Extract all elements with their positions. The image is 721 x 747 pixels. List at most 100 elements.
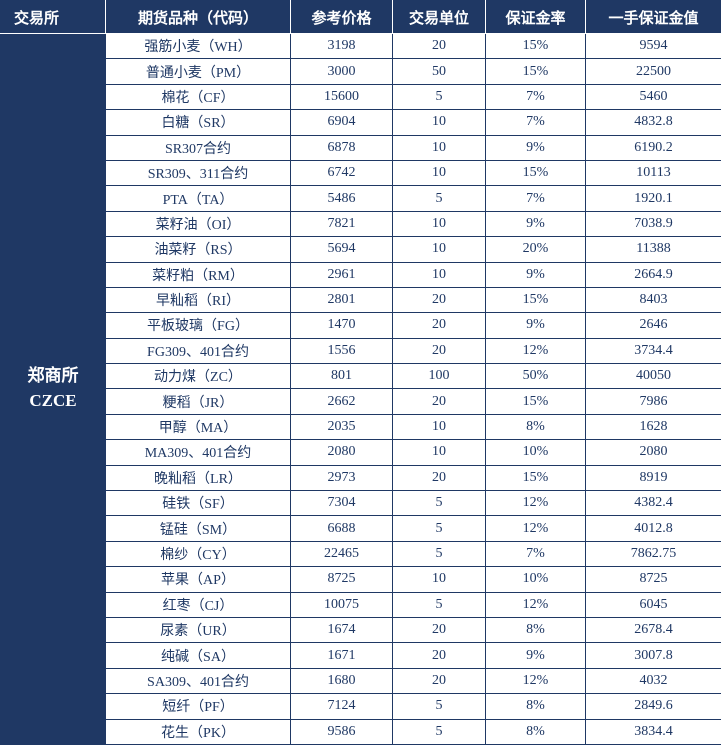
cell-product: 苹果（AP） [105, 566, 291, 593]
cell-price: 6742 [290, 159, 393, 187]
table-row: 棉纱（CY） 22465 5 7% 7862.75 [1, 540, 721, 568]
cell-margin-rate: 8% [485, 616, 586, 644]
cell-margin-rate: 7% [485, 83, 586, 111]
cell-margin-rate: 12% [485, 490, 586, 517]
cell-price: 8725 [290, 566, 393, 593]
cell-product: 菜籽油（OI） [105, 210, 291, 238]
cell-price: 801 [290, 363, 393, 390]
cell-product: SR309、311合约 [105, 159, 291, 187]
cell-margin-value: 22500 [585, 58, 721, 85]
cell-product: 花生（PK） [105, 718, 291, 745]
cell-unit: 5 [392, 540, 486, 568]
cell-product: 短纤（PF） [105, 693, 291, 720]
cell-margin-value: 40050 [585, 363, 721, 390]
cell-product: 甲醇（MA） [105, 413, 291, 441]
cell-price: 9586 [290, 718, 393, 745]
table-row: PTA（TA） 5486 5 7% 1920.1 [1, 185, 721, 212]
cell-product: 普通小麦（PM） [105, 58, 291, 85]
exchange-name: 郑商所 [27, 366, 79, 386]
cell-margin-rate: 7% [485, 185, 586, 212]
cell-margin-rate: 15% [485, 159, 586, 187]
cell-unit: 20 [392, 667, 486, 695]
table-row: FG309、401合约 1556 20 12% 3734.4 [1, 337, 721, 365]
column-header-exchange: 交易所 [0, 0, 106, 34]
cell-product: 早籼稻（RI） [105, 286, 291, 314]
cell-product: 红枣（CJ） [105, 591, 291, 618]
cell-price: 3000 [290, 58, 393, 85]
cell-margin-rate: 12% [485, 337, 586, 365]
cell-price: 7124 [290, 693, 393, 720]
cell-product: 棉纱（CY） [105, 540, 291, 568]
cell-product: 强筋小麦（WH） [105, 32, 291, 60]
cell-margin-value: 5460 [585, 83, 721, 111]
column-header-unit: 交易单位 [392, 0, 486, 34]
cell-unit: 10 [392, 566, 486, 593]
table-row: 锰硅（SM） 6688 5 12% 4012.8 [1, 515, 721, 542]
table-row: 动力煤（ZC） 801 100 50% 40050 [1, 363, 721, 390]
cell-margin-rate: 15% [485, 32, 586, 60]
cell-margin-value: 6190.2 [585, 134, 721, 161]
cell-price: 6688 [290, 515, 393, 542]
cell-price: 22465 [290, 540, 393, 568]
cell-margin-value: 3007.8 [585, 642, 721, 669]
cell-margin-value: 2646 [585, 312, 721, 339]
table-row: 苹果（AP） 8725 10 10% 8725 [1, 566, 721, 593]
cell-price: 7304 [290, 490, 393, 517]
exchange-cell: 郑商所 CZCE [0, 33, 106, 745]
table-row: 普通小麦（PM） 3000 50 15% 22500 [1, 58, 721, 85]
cell-margin-value: 7038.9 [585, 210, 721, 238]
cell-product: MA309、401合约 [105, 439, 291, 466]
table-row: 郑商所 CZCE 强筋小麦（WH） 3198 20 15% 9594 [0, 32, 721, 745]
cell-unit: 5 [392, 515, 486, 542]
cell-margin-rate: 12% [485, 591, 586, 618]
cell-margin-rate: 9% [485, 261, 586, 288]
cell-price: 2973 [290, 464, 393, 492]
cell-price: 15600 [290, 83, 393, 111]
cell-unit: 5 [392, 718, 486, 745]
cell-unit: 20 [392, 337, 486, 365]
cell-unit: 20 [392, 616, 486, 644]
table-row: 硅铁（SF） 7304 5 12% 4382.4 [1, 490, 721, 517]
cell-price: 1671 [290, 642, 393, 669]
cell-unit: 10 [392, 236, 486, 263]
column-header-price: 参考价格 [290, 0, 393, 34]
cell-unit: 10 [392, 413, 486, 441]
cell-price: 1470 [290, 312, 393, 339]
table-row: 油菜籽（RS） 5694 10 20% 11388 [1, 236, 721, 263]
cell-unit: 5 [392, 185, 486, 212]
cell-product: 油菜籽（RS） [105, 236, 291, 263]
cell-unit: 20 [392, 32, 486, 60]
cell-margin-rate: 10% [485, 566, 586, 593]
table-row: 菜籽油（OI） 7821 10 9% 7038.9 [1, 210, 721, 238]
cell-unit: 20 [392, 312, 486, 339]
cell-margin-rate: 7% [485, 109, 586, 136]
cell-unit: 20 [392, 388, 486, 415]
cell-margin-value: 6045 [585, 591, 721, 618]
cell-margin-value: 3734.4 [585, 337, 721, 365]
cell-price: 2801 [290, 286, 393, 314]
cell-unit: 10 [392, 439, 486, 466]
cell-margin-rate: 8% [485, 413, 586, 441]
cell-margin-rate: 9% [485, 210, 586, 238]
cell-product: 粳稻（JR） [105, 388, 291, 415]
cell-margin-value: 8919 [585, 464, 721, 492]
cell-margin-value: 1628 [585, 413, 721, 441]
cell-price: 2035 [290, 413, 393, 441]
cell-margin-rate: 12% [485, 515, 586, 542]
cell-product: SA309、401合约 [105, 667, 291, 695]
cell-margin-rate: 20% [485, 236, 586, 263]
table-row: MA309、401合约 2080 10 10% 2080 [1, 439, 721, 466]
cell-price: 5694 [290, 236, 393, 263]
cell-margin-rate: 8% [485, 718, 586, 745]
table-row: 尿素（UR） 1674 20 8% 2678.4 [1, 616, 721, 644]
table-row: 白糖（SR） 6904 10 7% 4832.8 [1, 109, 721, 136]
table-row: SA309、401合约 1680 20 12% 4032 [1, 667, 721, 695]
cell-price: 1556 [290, 337, 393, 365]
cell-unit: 10 [392, 159, 486, 187]
cell-margin-rate: 9% [485, 642, 586, 669]
exchange-code: CZCE [29, 390, 77, 410]
cell-unit: 5 [392, 83, 486, 111]
cell-margin-value: 9594 [585, 32, 721, 60]
cell-price: 2080 [290, 439, 393, 466]
cell-product: 菜籽粕（RM） [105, 261, 291, 288]
